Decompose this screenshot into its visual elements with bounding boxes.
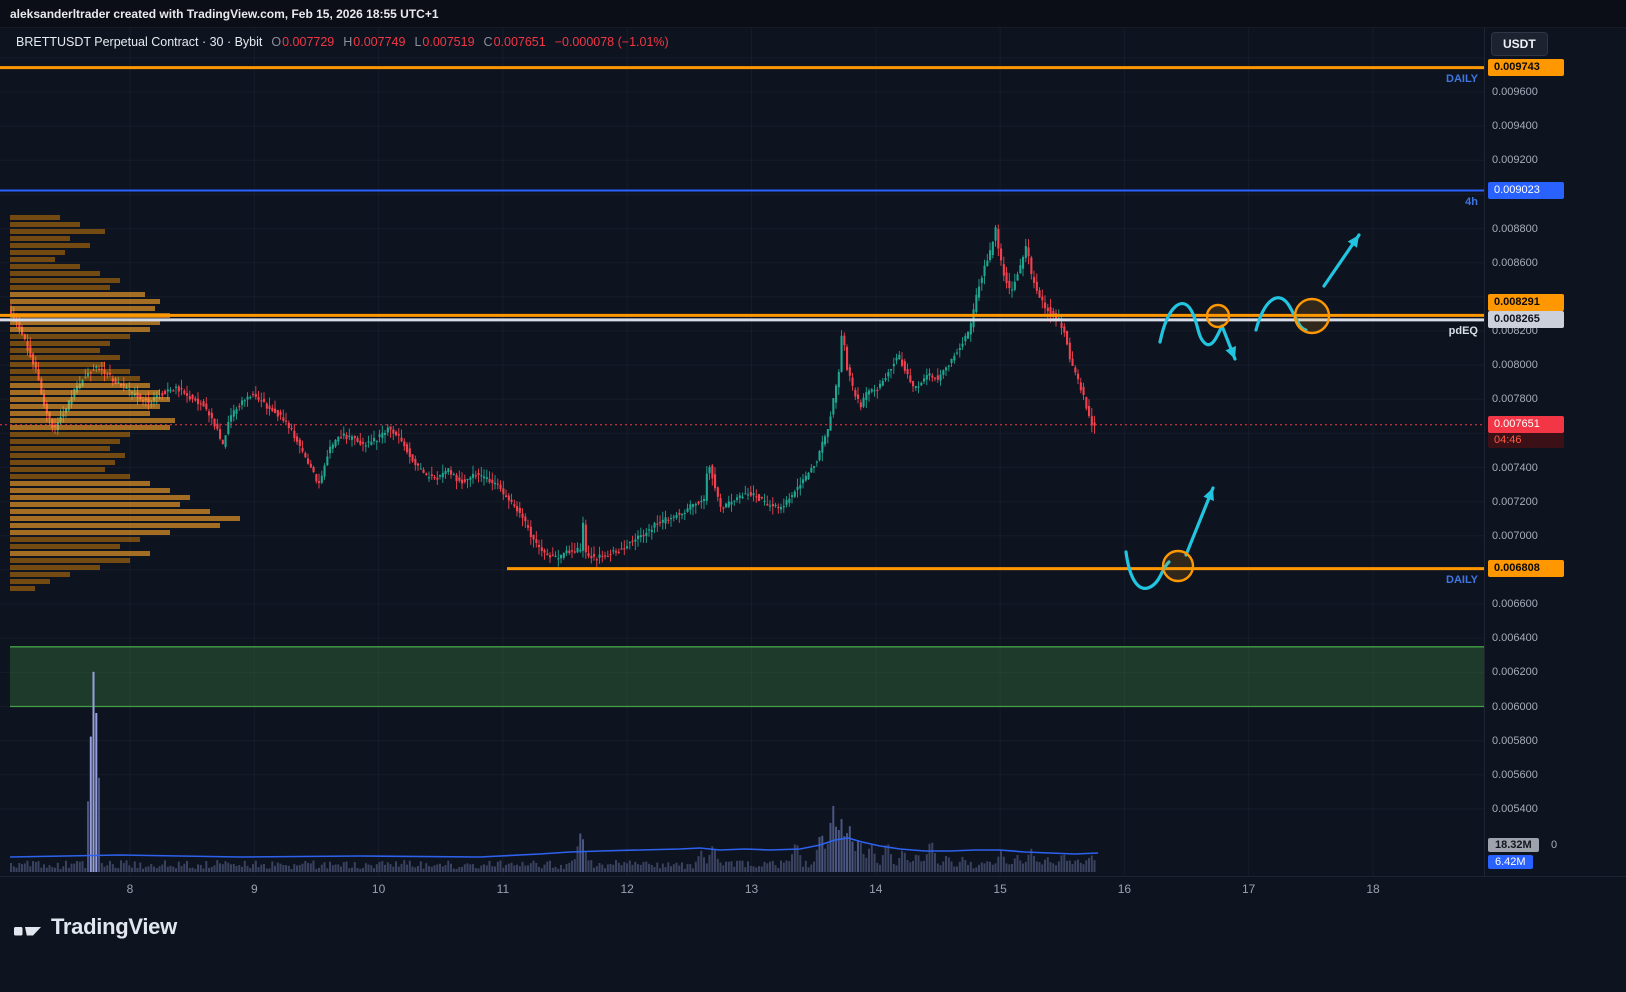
price-tag-orange: 0.008291 bbox=[1488, 294, 1564, 312]
ohlc-value: 0.007651 bbox=[493, 35, 546, 49]
tradingview-logo-text: TradingView bbox=[51, 914, 177, 939]
price-axis-label: 0.006400 bbox=[1492, 632, 1538, 645]
price-tag-orange: 0.006808 bbox=[1488, 559, 1564, 577]
currency-button[interactable]: USDT bbox=[1491, 32, 1548, 56]
price-axis-label: 0.005800 bbox=[1492, 734, 1538, 747]
price-axis-label: 0.006200 bbox=[1492, 666, 1538, 679]
ohlc-value: 0.007519 bbox=[422, 35, 475, 49]
price-tag-orange: 0.009743 bbox=[1488, 58, 1564, 76]
change-value: −0.000078 (−1.01%) bbox=[554, 35, 669, 49]
ohlc-label: L bbox=[414, 35, 422, 49]
ohlc-label: H bbox=[343, 35, 353, 49]
price-axis-label: 0.008800 bbox=[1492, 222, 1538, 235]
ohlc-values: O0.007729 H0.007749 L0.007519 C0.007651 bbox=[262, 35, 545, 49]
time-axis-label: 16 bbox=[1117, 882, 1132, 896]
price-axis-label: 0.005400 bbox=[1492, 802, 1538, 815]
price-chart-plot[interactable]: BRETTUSDT Perpetual Contract · 30 · Bybi… bbox=[0, 28, 1484, 876]
candlestick-chart-canvas[interactable] bbox=[0, 28, 1484, 876]
time-axis-label: 15 bbox=[993, 882, 1007, 896]
ohlc-label: C bbox=[483, 35, 493, 49]
bar-countdown: 04:46 bbox=[1488, 432, 1564, 448]
chart-area: BRETTUSDT Perpetual Contract · 30 · Bybi… bbox=[0, 28, 1626, 876]
ohlc-label: O bbox=[271, 35, 282, 49]
time-axis-label: 12 bbox=[620, 882, 634, 896]
time-axis-label: 18 bbox=[1366, 882, 1380, 896]
price-axis-label: 0.007800 bbox=[1492, 393, 1538, 406]
volume-bars bbox=[9, 671, 1099, 872]
price-axis-label: 0.009400 bbox=[1492, 120, 1538, 133]
ohlc-value: 0.007749 bbox=[353, 35, 406, 49]
footer: TradingView bbox=[0, 900, 1626, 992]
volume-axis-zero-label: 0 bbox=[1551, 839, 1558, 851]
demand-zone bbox=[10, 646, 1484, 708]
volume-tag: 18.32M bbox=[1488, 838, 1539, 852]
time-axis-label: 17 bbox=[1242, 882, 1256, 896]
time-axis-label: 9 bbox=[250, 882, 258, 896]
level-lines bbox=[0, 66, 1484, 571]
level-label-4h: 4h bbox=[1465, 195, 1478, 208]
price-axis-label: 0.008600 bbox=[1492, 256, 1538, 269]
entry-circles bbox=[1161, 297, 1331, 583]
chart-legend: BRETTUSDT Perpetual Contract · 30 · Bybi… bbox=[16, 35, 669, 49]
price-axis-label: 0.009600 bbox=[1492, 86, 1538, 98]
tradingview-logo-icon bbox=[14, 927, 41, 936]
price-axis-label: 0.007400 bbox=[1492, 461, 1538, 474]
level-label-daily: DAILY bbox=[1446, 72, 1478, 85]
price-axis-label: 0.008200 bbox=[1492, 325, 1538, 337]
candles bbox=[10, 224, 1096, 569]
attribution-text: aleksanderltrader created with TradingVi… bbox=[10, 6, 439, 21]
attribution-bar: aleksanderltrader created with TradingVi… bbox=[0, 0, 1626, 28]
price-axis-label: 0.007200 bbox=[1492, 495, 1538, 508]
price-axis-label: 0.006000 bbox=[1492, 700, 1538, 713]
price-axis-label: 0.006600 bbox=[1492, 598, 1538, 611]
price-axis-label: 0.008000 bbox=[1492, 359, 1538, 372]
price-axis[interactable]: USDT 0.009600 0.009400 0.009200 0.008800 0.0… bbox=[1484, 28, 1626, 876]
price-axis-label: 0.005600 bbox=[1492, 768, 1538, 781]
tradingview-logo[interactable]: TradingView bbox=[14, 914, 177, 940]
time-axis-label: 13 bbox=[744, 882, 759, 896]
ohlc-value: 0.007729 bbox=[282, 35, 335, 49]
level-label-pdeq: pdEQ bbox=[1448, 324, 1478, 337]
price-tag-silver: 0.008265 bbox=[1488, 310, 1564, 328]
volume-tag: 6.42M bbox=[1488, 855, 1533, 869]
level-label-daily: DAILY bbox=[1446, 573, 1478, 586]
volume-profile bbox=[10, 215, 240, 591]
time-axis[interactable]: 8 9 10 11 12 13 14 15 16 17 18 bbox=[0, 876, 1626, 901]
price-tag-blue: 0.009023 bbox=[1488, 181, 1564, 199]
price-axis-label: 0.007000 bbox=[1492, 529, 1538, 542]
time-axis-label: 8 bbox=[126, 882, 134, 896]
time-axis-label: 14 bbox=[869, 882, 883, 896]
price-axis-label: 0.009200 bbox=[1492, 154, 1538, 167]
symbol-title[interactable]: BRETTUSDT Perpetual Contract · 30 · Bybi… bbox=[16, 35, 263, 49]
volume-ma-line bbox=[9, 837, 1099, 858]
time-axis-label: 10 bbox=[371, 882, 386, 896]
price-tag-red: 0.007651 bbox=[1488, 415, 1564, 433]
time-axis-label: 11 bbox=[496, 882, 510, 896]
